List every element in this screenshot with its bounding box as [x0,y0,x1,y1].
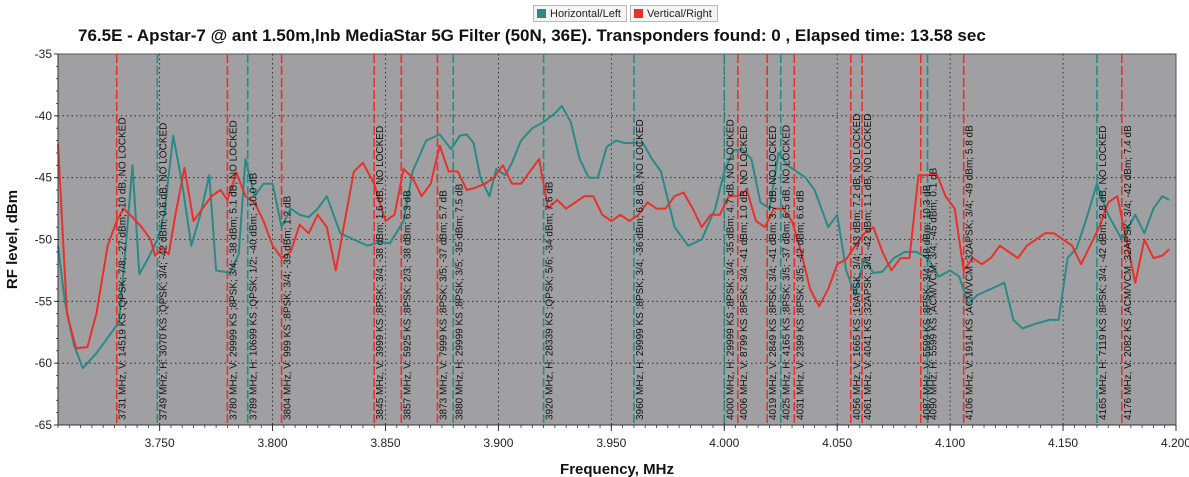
x-tick-label: 3.950 [596,436,626,450]
transponder-label: 4176 MHz, V: 2082 KS ;ACM/VCM ;32APSK; 3… [1123,125,1134,420]
x-tick-label: 4.100 [935,436,965,450]
transponder-label: 4019 MHz, V: 2849 KS ;8PSK; 3/4; -41 dBm… [768,126,779,420]
x-tick-label: 3.900 [483,436,513,450]
x-tick-label: 3.850 [370,436,400,450]
y-tick-label: -65 [35,418,53,432]
x-tick-label: 3.800 [258,436,288,450]
transponder-label: 3804 MHz, V: 999 KS ;8PSK; 3/4; -39 dBm;… [283,195,294,420]
y-tick-label: -45 [35,171,53,185]
transponder-label: 3960 MHz, H: 29999 KS ;8PSK; 3/4; -36 dB… [635,119,646,420]
transponder-labels: 3731 MHz, V: 14519 KS ;QPSK; 7/8; -27 dB… [118,114,1134,420]
legend-label-horizontal: Horizontal/Left [550,7,621,20]
transponder-label: 4000 MHz, H: 29999 KS ;8PSK; 3/4; -35 dB… [725,119,736,420]
transponder-label: 3873 MHz, V: 7999 KS ;8PSK; 3/5; -37 dBm… [438,190,449,420]
transponder-label: 3780 MHz, V: 29999 KS ;8PSK; 3/4; -38 dB… [228,120,239,420]
x-tick-label: 4.150 [1048,436,1078,450]
y-tick-label: -60 [35,356,53,370]
x-tick-label: 4.000 [709,436,739,450]
series-lines [57,104,1170,370]
transponder-label: 4006 MHz, V: 8799 KS ;8PSK; 3/4; -41 dBm… [739,126,750,420]
transponder-label: 4106 MHz, V: 1914 KS ;ACM/VCM ;32APSK; 3… [965,125,976,420]
y-tick-label: -40 [35,109,53,123]
y-tick-label: -50 [35,233,53,247]
transponder-label: 4025 MHz, H: 4165 KS ;8PSK; 3/5; -37 dBm… [782,125,793,420]
chart-title: 76.5E - Apstar-7 @ ant 1.50m,lnb MediaSt… [78,26,986,45]
x-tick-label: 4.050 [822,436,852,450]
y-axis-label: RF level, dBm [4,190,21,289]
legend-swatch-vertical [633,9,643,18]
transponder-label: 3749 MHz, H: 3070 KS ;QPSK; 3/4; -42 dBm… [158,123,169,420]
transponder-label: 3845 MHz, V: 3999 KS ;8PSK; 3/4; -38 dBm… [375,126,386,420]
transponder-label: 3880 MHz, H: 29999 KS ;8PSK; 3/5; -35 dB… [454,183,465,420]
axes: -35 -40 -45 -50 -55 -60 -65 3.750 3.800 3.850 3.90… [35,47,1189,450]
y-tick-label: -55 [35,294,53,308]
transponder-label: 4090 MHz, H: 5599 KS ;ACM/VCM; 3/4; -45 … [929,167,940,420]
transponder-label: 4165 MHz, H: 7119 KS ;8PSK; 3/4; -42 dBm… [1098,126,1109,420]
legend-item-vertical[interactable]: Vertical/Right [629,5,718,22]
series-vertical-right [57,144,1170,350]
legend-label-vertical: Vertical/Right [646,7,712,20]
series-horizontal-left [57,104,1170,370]
transponder-label: 3789 MHz, H: 10699 KS ;QPSK; 1/2; -40 dB… [249,172,260,420]
transponder-label: 3857 MHz, V: 5925 KS ;8PSK; 2/3; -38 dBm… [402,190,413,420]
transponder-markers [115,54,1123,425]
y-tick-label: -35 [35,47,53,61]
legend-item-horizontal[interactable]: Horizontal/Left [533,5,627,22]
x-axis-label: Frequency, MHz [560,461,674,477]
x-tick-label: 4.200 [1161,436,1189,450]
legend-swatch-horizontal [537,9,546,18]
transponder-label: 4056 MHz, V: 1665 KS ;16APSK; 3/4; -43 d… [852,114,863,420]
transponder-label: 3920 MHz, H: 28339 KS ;QPSK; 5/6; -34 dB… [545,181,556,420]
transponder-label: 4031 MHz, V: 2399 KS ;8PSK; 3/5; -42 dBm… [795,190,806,420]
transponder-label: 4087 MHz, V: 5599 KS ;8PSK; 3/4; -48 dBm… [922,184,933,420]
transponder-label: 4061 MHz, V: 4041 KS ;32APSK; 3/4; -42 d… [863,114,874,420]
legend: Horizontal/Left Vertical/Right [533,5,718,22]
x-tick-label: 3.750 [145,436,175,450]
transponder-label: 3731 MHz, V: 14519 KS ;QPSK; 7/8; -27 dB… [118,117,129,420]
